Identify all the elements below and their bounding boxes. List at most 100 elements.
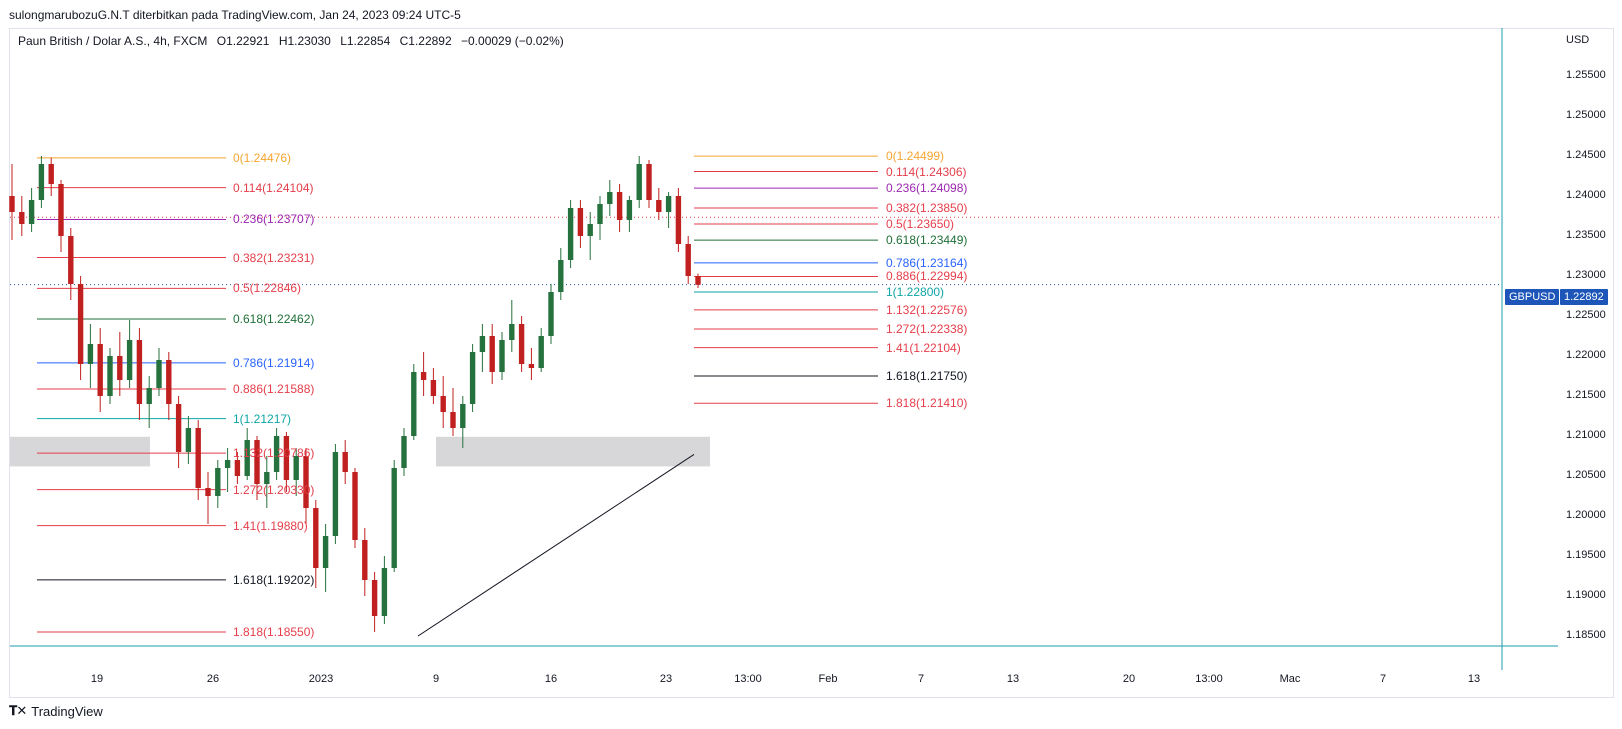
candle-body [342,452,348,472]
fib-left-label: 1.132(1.20786) [233,446,315,461]
fib-right-label: 0.886(1.22994) [886,269,968,284]
fib-right-label: 0.618(1.23449) [886,233,968,248]
fib-left-label: 0.382(1.23231) [233,250,315,265]
price-tick-label: 1.23000 [1566,269,1606,281]
candle-body [48,164,54,184]
time-tick-label: 13 [1467,673,1481,685]
low-value: L1.22854 [340,34,391,48]
candle-body [469,352,476,404]
fib-right-label: 0(1.24499) [886,149,945,164]
candle-body [616,192,623,220]
candle-body [695,276,701,285]
support-zone [436,436,710,467]
candle-body [381,568,388,616]
time-tick-label: 13:00 [734,673,762,685]
candle-body [499,340,505,372]
candle-body [136,340,143,404]
candle-body [567,208,574,260]
candle-body [440,396,446,412]
publication-attribution: sulongmarubozuG.N.T diterbitkan pada Tra… [9,8,461,22]
time-tick-label: 13 [1006,673,1020,685]
fib-right-label: 0.382(1.23850) [886,201,968,215]
price-tick-label: 1.22500 [1566,309,1606,321]
change-value: −0.00029 (−0.02%) [461,34,564,48]
candle-body [215,468,221,496]
high-value: H1.23030 [278,34,331,48]
candle-body [479,336,486,352]
time-tick-label: 7 [917,673,925,685]
candle-body [518,324,525,364]
candle-body [58,184,64,236]
fib-left-label: 0.5(1.22846) [233,281,302,296]
candle-body [401,436,407,468]
fib-right-label: 1.618(1.21750) [886,369,968,383]
fib-right-label: 1(1.22800) [886,285,945,299]
ohlc-legend: Paun British / Dolar A.S., 4h, FXCM O1.2… [18,34,570,48]
tradingview-logo[interactable]: 𝐓✕ TradingView [9,703,103,719]
close-value: C1.22892 [399,34,452,48]
currency-label: USD [1566,34,1590,46]
candle-body [685,244,691,276]
price-tick-label: 1.19000 [1566,589,1606,601]
candle-body [636,164,642,200]
candle-body [9,196,15,212]
open-value: O1.22921 [216,34,270,48]
candle-body [273,436,280,472]
time-tick-label: 19 [90,673,104,685]
candle-body [626,200,633,220]
candle-body [656,200,662,212]
candle-body [28,200,35,224]
candle-body [509,324,515,340]
candle-body [450,412,456,428]
fib-right-label: 0.5(1.23650) [886,217,955,231]
fib-left-label: 1(1.21217) [233,411,292,426]
fib-right-label: 1.132(1.22576) [886,302,968,317]
price-tick-label: 1.20000 [1566,509,1606,521]
price-tick-label: 1.22000 [1566,349,1606,361]
candle-body [332,452,339,536]
candle-body [185,428,192,452]
time-tick-label: 26 [206,673,220,685]
candle-body [362,540,368,580]
candle-body [489,336,495,372]
fib-right-label: 0.236(1.24098) [886,181,968,196]
candle-body [528,364,535,368]
candle-body [205,488,211,496]
candle-body [607,192,613,204]
candle-body [77,284,84,364]
time-tick-label: 16 [544,673,558,685]
candle-body [597,204,603,224]
symbol-label[interactable]: Paun British / Dolar A.S., 4h, FXCM [18,34,208,48]
fib-left-label: 0(1.24476) [233,150,292,165]
candle-body [224,460,231,468]
fib-right-label: 0.114(1.24306) [886,164,967,179]
fib-left-label: 0.236(1.23707) [233,212,315,227]
candle-body [577,208,584,236]
symbol-badge: GBPUSD [1505,289,1560,305]
time-tick-label: 2023 [308,673,334,685]
time-tick-label: 13:00 [1195,673,1223,685]
current-price-badge: 1.22892 [1560,289,1608,305]
candle-body [156,360,162,388]
chart-area[interactable] [9,28,1614,698]
time-tick-label: Feb [818,673,838,685]
candle-body [303,456,309,508]
candle-body [420,372,427,380]
support-zone [10,436,150,467]
candle-body [391,468,397,568]
candle-body [322,536,329,568]
time-tick-label: 20 [1122,673,1136,685]
candle-body [460,404,466,428]
time-tick-label: 7 [1379,673,1387,685]
candle-body [538,336,544,368]
candle-body [175,404,182,452]
candle-body [548,292,554,336]
candle-body [244,440,250,476]
candle-body [38,164,45,200]
tradingview-logo-icon: 𝐓✕ [9,703,27,718]
fib-left-label: 0.114(1.24104) [233,180,314,195]
candle-body [646,164,652,200]
price-tick-label: 1.24000 [1566,189,1606,201]
candle-body [665,196,672,212]
